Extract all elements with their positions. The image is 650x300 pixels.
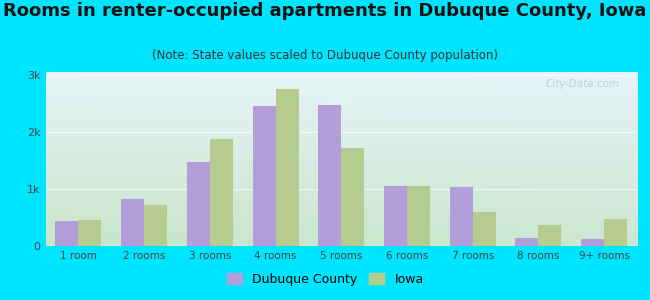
Bar bbox=[604, 219, 627, 246]
Text: City-Data.com: City-Data.com bbox=[545, 79, 619, 89]
Bar bbox=[79, 220, 101, 246]
Bar bbox=[581, 239, 604, 246]
Bar bbox=[276, 89, 298, 246]
Bar bbox=[252, 106, 276, 246]
Text: Rooms in renter-occupied apartments in Dubuque County, Iowa: Rooms in renter-occupied apartments in D… bbox=[3, 2, 647, 20]
Text: (Note: State values scaled to Dubuque County population): (Note: State values scaled to Dubuque Co… bbox=[152, 50, 498, 62]
Bar bbox=[121, 199, 144, 246]
Bar bbox=[515, 238, 538, 246]
Legend: Dubuque County, Iowa: Dubuque County, Iowa bbox=[222, 268, 428, 291]
Bar bbox=[384, 185, 407, 246]
Bar bbox=[538, 225, 562, 246]
Bar bbox=[473, 212, 496, 246]
Bar bbox=[210, 139, 233, 246]
Bar bbox=[55, 221, 79, 246]
Bar bbox=[450, 187, 473, 246]
Bar bbox=[187, 162, 210, 246]
Bar bbox=[341, 148, 364, 246]
Bar bbox=[407, 185, 430, 246]
Bar bbox=[318, 104, 341, 246]
Bar bbox=[144, 206, 167, 246]
